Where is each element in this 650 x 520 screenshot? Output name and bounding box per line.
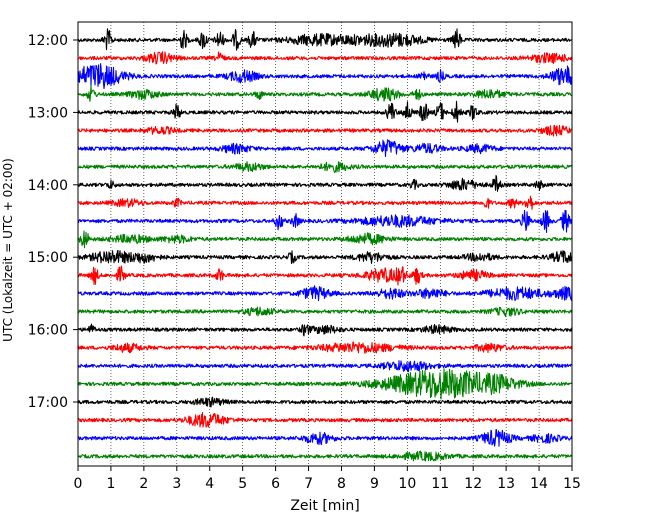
y-axis-ticks: 12:00 13:00 14:00 15:00 16:00 17:00 <box>28 33 78 411</box>
x-axis-ticks: 0 1 2 3 4 5 6 7 8 9 10 11 12 13 14 15 <box>74 466 581 492</box>
trace-1745 <box>77 450 573 462</box>
trace-1415 <box>77 195 573 210</box>
x-tick-label-1: 1 <box>106 476 115 492</box>
trace-1445 <box>77 230 573 249</box>
x-tick-label-12: 12 <box>464 476 482 492</box>
x-tick-label-14: 14 <box>530 476 548 492</box>
trace-1600 <box>77 323 573 337</box>
plot-frame <box>77 21 573 467</box>
trace-1330 <box>77 139 573 158</box>
trace-1345 <box>77 161 573 173</box>
y-tick-label-1400: 14:00 <box>28 178 68 194</box>
trace-1230 <box>77 63 573 90</box>
trace-1315 <box>77 124 573 137</box>
x-tick-label-4: 4 <box>205 476 214 492</box>
x-tick-label-6: 6 <box>271 476 280 492</box>
y-tick-label-1200: 12:00 <box>28 33 68 49</box>
x-axis-label: Zeit [min] <box>290 498 359 514</box>
trace-1430 <box>77 209 573 234</box>
minute-gridlines <box>110 22 540 466</box>
x-tick-label-13: 13 <box>497 476 515 492</box>
trace-1615 <box>77 341 573 354</box>
trace-1700 <box>77 396 573 408</box>
trace-1630 <box>77 360 573 373</box>
x-tick-label-9: 9 <box>370 476 379 492</box>
trace-1530 <box>77 285 573 302</box>
trace-1645 <box>77 368 573 400</box>
trace-1730 <box>77 428 573 447</box>
y-tick-label-1700: 17:00 <box>28 395 68 411</box>
trace-1245 <box>77 85 573 102</box>
x-tick-label-8: 8 <box>337 476 346 492</box>
trace-1400 <box>77 175 573 192</box>
trace-1300 <box>77 100 573 123</box>
y-tick-label-1300: 13:00 <box>28 105 68 121</box>
x-tick-label-3: 3 <box>172 476 181 492</box>
x-tick-label-2: 2 <box>139 476 148 492</box>
x-tick-label-11: 11 <box>431 476 449 492</box>
x-tick-label-7: 7 <box>304 476 313 492</box>
trace-1715 <box>77 411 573 428</box>
trace-1200 <box>77 28 573 51</box>
seismogram-traces <box>77 28 573 462</box>
x-tick-label-10: 10 <box>398 476 416 492</box>
x-tick-label-15: 15 <box>563 476 581 492</box>
x-tick-label-0: 0 <box>74 476 83 492</box>
trace-1215 <box>77 51 573 65</box>
trace-1500 <box>77 249 573 265</box>
y-axis-label: UTC (Lokalzeit = UTC + 02:00) <box>1 158 15 342</box>
trace-1545 <box>77 306 573 318</box>
x-tick-label-5: 5 <box>238 476 247 492</box>
y-tick-label-1600: 16:00 <box>28 323 68 339</box>
trace-1515 <box>77 265 573 286</box>
y-tick-label-1500: 15:00 <box>28 250 68 266</box>
